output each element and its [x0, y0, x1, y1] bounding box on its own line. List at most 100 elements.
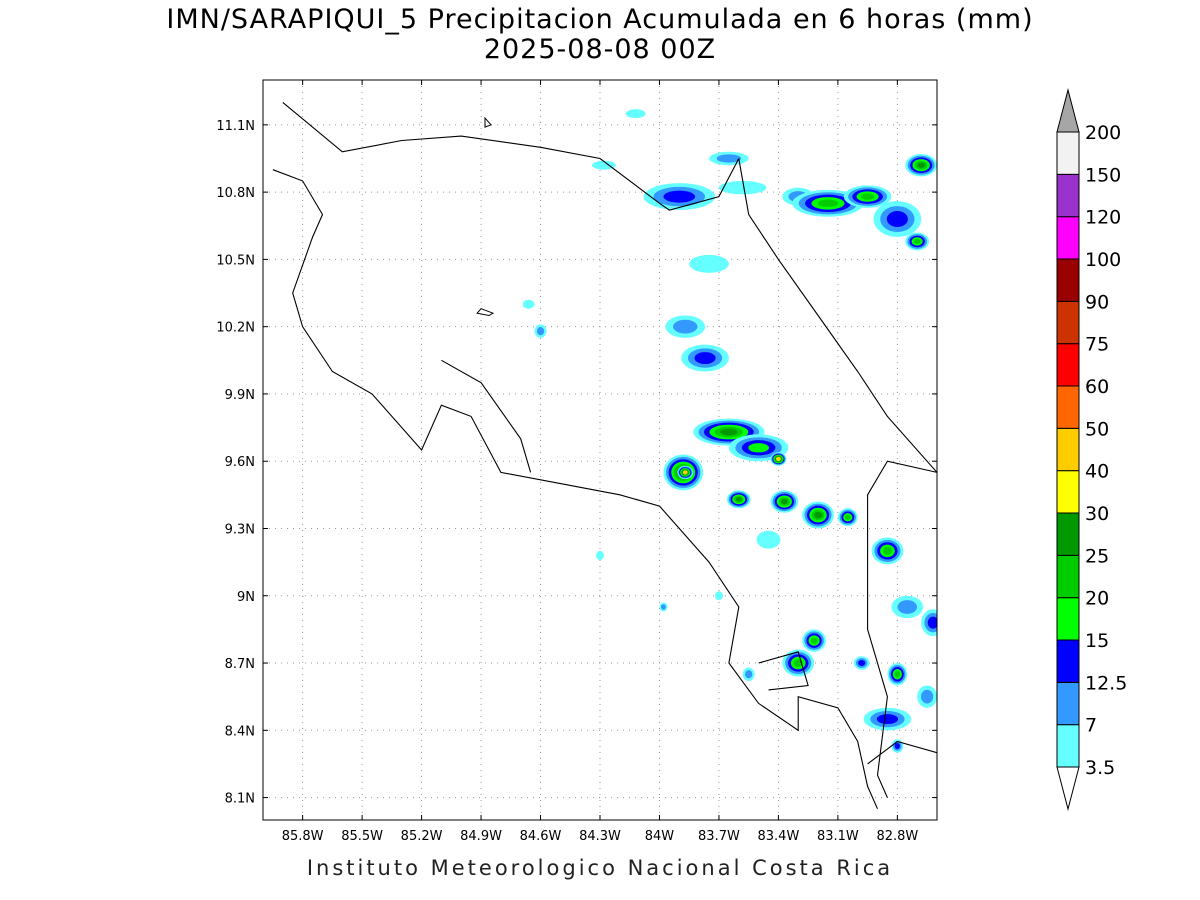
map-subtitle-datetime: 2025-08-08 00Z	[483, 34, 717, 65]
precip-cell	[716, 154, 742, 163]
colorbar-box	[1056, 216, 1080, 260]
tick-label-lon: 84W	[645, 829, 675, 844]
country-borders	[272, 101, 937, 810]
colorbar-label: 90	[1085, 291, 1109, 313]
precip-cell	[860, 193, 875, 200]
colorbar-label: 7	[1085, 715, 1097, 737]
colorbar-box	[1056, 131, 1080, 175]
tick-label-lon: 85.2W	[401, 829, 443, 844]
precip-cell	[927, 616, 937, 629]
precip-cell	[683, 470, 688, 475]
tick-label-lat: 9.3N	[225, 522, 255, 537]
colorbar-box	[1056, 597, 1080, 641]
border-line	[441, 359, 532, 473]
colorbar-box	[1056, 427, 1080, 472]
precip-cell	[917, 162, 925, 168]
colorbar-label: 50	[1085, 418, 1109, 440]
precip-cell	[735, 497, 742, 502]
precip-cell	[858, 660, 866, 667]
precip-cell	[592, 160, 616, 170]
colorbar-low-arrow	[1056, 766, 1080, 811]
precip-cell	[844, 514, 851, 520]
tick-label-lat: 9.6N	[225, 455, 255, 470]
precip-cell	[780, 498, 788, 505]
border-line	[867, 740, 937, 765]
precip-cell	[897, 600, 918, 614]
precip-cell	[689, 254, 729, 273]
tick-label-lat: 8.4N	[225, 724, 255, 739]
tick-label-lon: 84.9W	[460, 829, 502, 844]
precip-cell	[876, 714, 899, 725]
colorbar-box	[1056, 470, 1080, 514]
border-line	[282, 101, 740, 211]
precip-cell	[814, 511, 822, 519]
precipitation-field	[522, 109, 937, 753]
tick-label-lon: 83.4W	[758, 829, 800, 844]
precip-cell	[776, 456, 781, 461]
lake-outline	[476, 308, 495, 317]
precip-cell	[748, 443, 769, 453]
tick-label-lat: 10.8N	[216, 186, 255, 201]
precip-cell	[810, 637, 818, 644]
tick-label-lat: 10.5N	[216, 253, 255, 268]
colorbar-label: 60	[1085, 376, 1109, 398]
border-line	[738, 158, 937, 473]
colorbar-label: 120	[1085, 207, 1121, 229]
colorbar-high-arrow	[1056, 88, 1080, 133]
map-grid	[263, 80, 937, 820]
precip-cell	[882, 547, 892, 555]
tick-label-lon: 84.3W	[579, 829, 621, 844]
tick-label-lat: 11.1N	[216, 119, 255, 134]
tick-label-lat: 9.9N	[225, 388, 255, 403]
colorbar-box	[1056, 512, 1080, 556]
tick-label-lon: 83.1W	[817, 829, 859, 844]
colorbar-box	[1056, 343, 1080, 387]
tick-label-lon: 85.8W	[282, 829, 324, 844]
tick-label-lat: 10.2N	[216, 321, 255, 336]
colorbar-box	[1056, 724, 1080, 768]
lake-outline	[484, 116, 492, 128]
tick-label-lon: 84.6W	[520, 829, 562, 844]
precip-cell	[720, 428, 738, 436]
footer-credit: Instituto Meteorologico Nacional Costa R…	[306, 856, 894, 880]
precip-cell	[894, 743, 900, 749]
tick-label-lon: 85.5W	[341, 829, 383, 844]
precip-cell	[894, 671, 901, 678]
colorbar-box	[1056, 554, 1080, 599]
precip-cell	[596, 550, 604, 560]
colorbar-label: 100	[1085, 249, 1121, 271]
colorbar-box	[1056, 300, 1080, 345]
tick-label-lat: 9N	[237, 590, 255, 605]
colorbar-box	[1056, 681, 1080, 726]
colorbar-label: 150	[1085, 164, 1121, 186]
precip-cell	[920, 689, 934, 704]
tick-label-lon: 83.7W	[698, 829, 740, 844]
precip-cell	[817, 199, 839, 208]
colorbar-box	[1056, 258, 1080, 302]
colorbar-box	[1056, 639, 1080, 683]
precip-cell	[625, 109, 646, 119]
axis-ticks: 85.8W 85.5W 85.2W 84.9W 84.6W 84.3W 84W 83.7W 83…	[216, 80, 937, 844]
colorbar-label: 200	[1085, 122, 1121, 144]
precip-cell	[714, 591, 723, 601]
tick-label-lat: 8.1N	[225, 792, 255, 807]
tick-label-lat: 8.7N	[225, 657, 255, 672]
colorbar-box	[1056, 385, 1080, 429]
colorbar-label: 30	[1085, 503, 1109, 525]
precip-cell	[913, 238, 921, 245]
precip-cell	[522, 299, 535, 309]
precip-cell	[886, 211, 908, 228]
border-line	[758, 651, 809, 691]
precip-cell	[663, 190, 696, 203]
map-title: IMN/SARAPIQUI_5 Precipitacion Acumulada …	[166, 4, 1034, 35]
precip-cell	[745, 670, 753, 679]
colorbar-label: 20	[1085, 588, 1109, 610]
colorbar-label: 12.5	[1085, 672, 1127, 694]
colorbar-box	[1056, 173, 1080, 218]
precip-cell	[536, 327, 545, 336]
colorbar-label: 40	[1085, 461, 1109, 483]
border-line	[867, 460, 937, 798]
colorbar-label: 75	[1085, 334, 1109, 356]
border-line	[272, 169, 879, 810]
